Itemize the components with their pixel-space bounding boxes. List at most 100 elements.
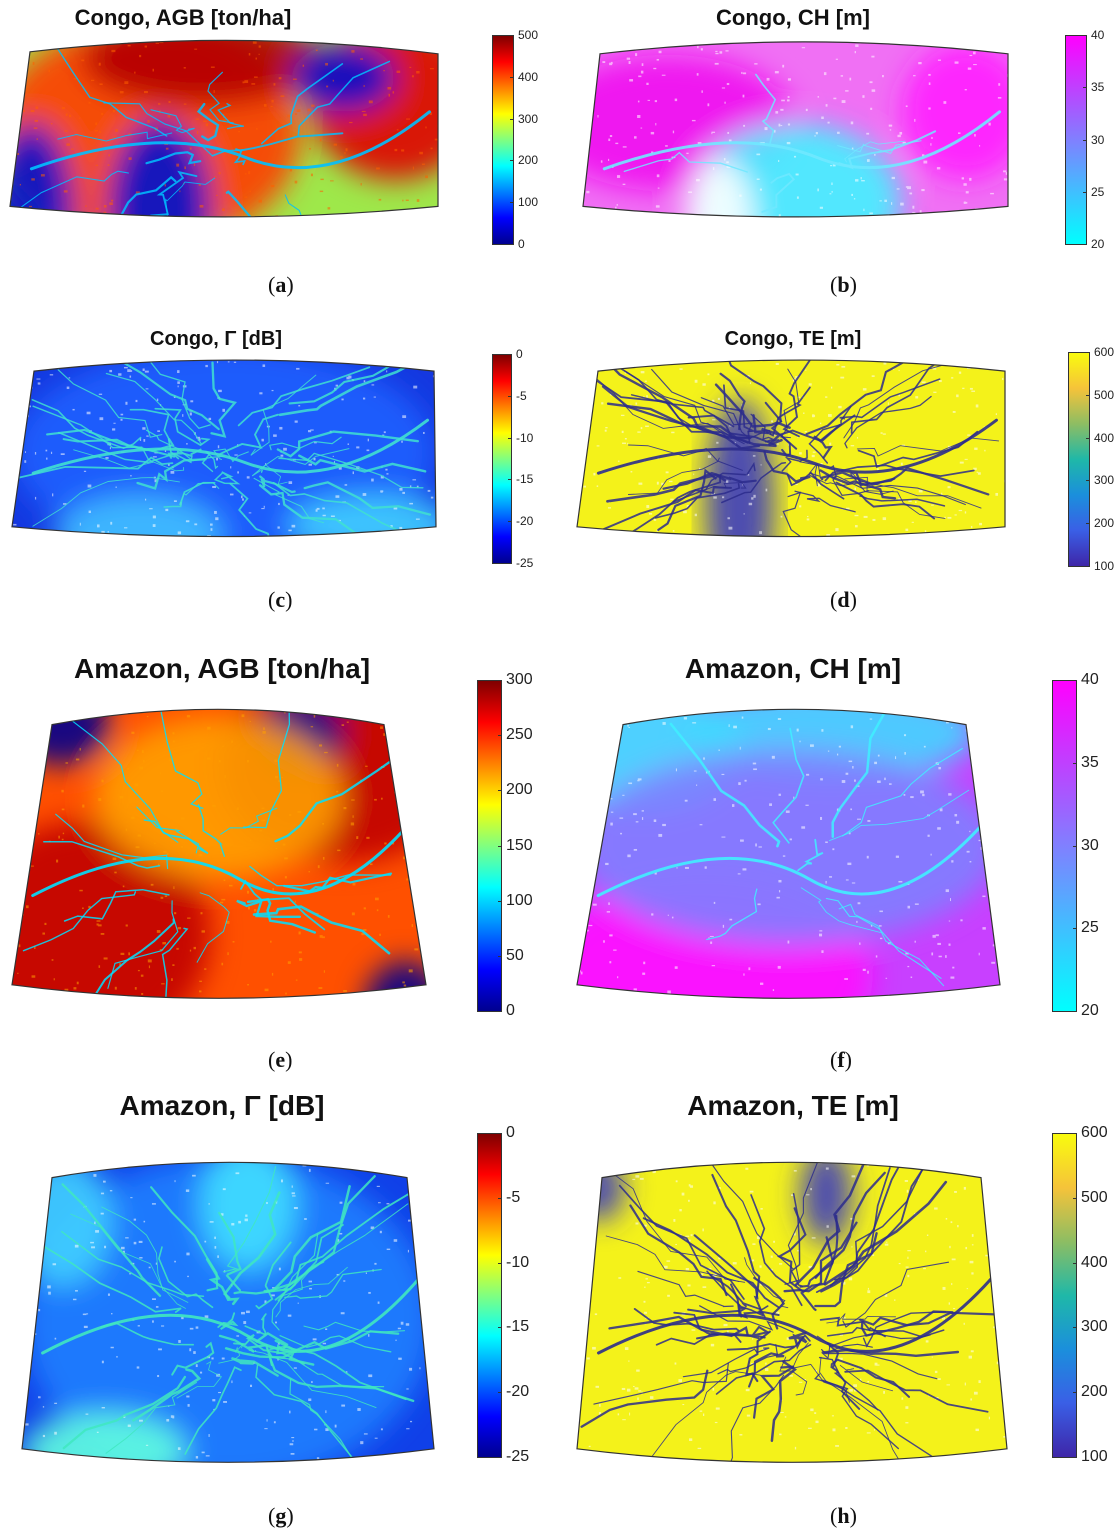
- colorbar-tickmark: [498, 845, 502, 847]
- colorbar-tick-label: 200: [518, 153, 539, 168]
- colorbar-tickmark: [508, 354, 512, 355]
- colorbar-tick-label: -10: [506, 1253, 530, 1271]
- colorbar-tick-label: 300: [518, 111, 539, 126]
- colorbar-tickmark: [1073, 845, 1077, 847]
- panel-title: Amazon, TE [m]: [687, 1090, 899, 1121]
- colorbar-tick-label: 100: [518, 195, 539, 210]
- colorbar: [1068, 352, 1090, 567]
- colorbar-tickmark: [1086, 566, 1090, 567]
- colorbar-tickmark: [1083, 87, 1087, 89]
- colorbar-tickmark: [498, 1197, 502, 1199]
- colorbar: [492, 35, 514, 245]
- colorbar-tickmark: [1086, 352, 1090, 353]
- colorbar-tick-label: 200: [506, 781, 533, 799]
- colorbar-tick-label: -5: [516, 388, 527, 403]
- colorbar-tickmark: [498, 955, 502, 957]
- colorbar-tickmark: [1086, 523, 1090, 525]
- colorbar-tickmark: [498, 1262, 502, 1264]
- colorbar-tick-label: -15: [506, 1318, 530, 1336]
- colorbar-tick-label: 500: [518, 28, 539, 42]
- colorbar-tickmark: [508, 563, 512, 564]
- colorbar-tickmark: [498, 1133, 502, 1134]
- colorbar-tickmark: [510, 244, 514, 245]
- panel-letter: (g): [268, 1503, 294, 1528]
- colorbar-tickmark: [498, 900, 502, 902]
- colorbar-tick-label: 400: [1081, 1253, 1108, 1271]
- colorbar-tickmark: [1083, 244, 1087, 245]
- panel-letter-text: a: [275, 272, 287, 297]
- panel-letter: (a): [268, 272, 294, 297]
- colorbar-tickmark: [510, 118, 514, 120]
- colorbar-tick-label: -20: [516, 514, 534, 529]
- colorbar-tick-label: 400: [518, 69, 539, 84]
- colorbar-tickmark: [510, 76, 514, 78]
- colorbar-tick-label: 400: [1094, 430, 1115, 445]
- colorbar-tickmark: [1073, 1197, 1077, 1199]
- colorbar-tickmark: [498, 1327, 502, 1329]
- colorbar-tick-label: 100: [1094, 559, 1115, 573]
- colorbar-tickmark: [1073, 1392, 1077, 1394]
- panel-title: Congo, Γ [dB]: [150, 328, 282, 350]
- panel-title: Congo, TE [m]: [724, 328, 862, 350]
- colorbar-tick-label: 25: [1081, 919, 1099, 937]
- colorbar-tickmark: [498, 680, 502, 681]
- colorbar-tickmark: [1083, 191, 1087, 193]
- colorbar-tick-label: -25: [506, 1448, 530, 1465]
- colorbar-tickmark: [1073, 1262, 1077, 1264]
- panel-letter-text: c: [275, 587, 286, 612]
- colorbar-tickmark: [498, 1011, 502, 1012]
- colorbar-tickmark: [1086, 437, 1090, 439]
- panel-letter: (d): [830, 587, 857, 612]
- colorbar-tick-label: 0: [506, 1002, 515, 1019]
- colorbar-tickmark: [508, 521, 512, 523]
- panel-title: Congo, AGB [ton/ha]: [74, 5, 292, 30]
- colorbar-tickmark: [1073, 1327, 1077, 1329]
- colorbar-tick-label: 150: [506, 836, 533, 854]
- colorbar-tickmark: [1073, 1133, 1077, 1134]
- colorbar-tick-label: 0: [506, 1124, 515, 1141]
- colorbar: [492, 354, 512, 564]
- colorbar-tick-label: -5: [506, 1188, 521, 1206]
- colorbar-tickmark: [508, 479, 512, 481]
- panel-letter-text: f: [837, 1047, 845, 1072]
- colorbar-tickmark: [1073, 1011, 1077, 1012]
- colorbar-tick-label: 250: [506, 726, 533, 744]
- panel-letter: (e): [268, 1047, 293, 1072]
- colorbar-tick-label: 0: [516, 347, 523, 361]
- colorbar-tick-label: 30: [1091, 132, 1105, 147]
- colorbar-tickmark: [510, 35, 514, 36]
- panel-letter-text: e: [275, 1047, 286, 1072]
- colorbar-tick-label: 40: [1081, 671, 1099, 688]
- panel-title: Amazon, CH [m]: [684, 653, 902, 684]
- colorbar-tickmark: [510, 202, 514, 204]
- panel-letter: (b): [830, 272, 857, 297]
- panel-letter: (c): [268, 587, 293, 612]
- colorbar-tick-label: -20: [506, 1383, 530, 1401]
- colorbar: [477, 1133, 502, 1458]
- colorbar-tick-label: 30: [1081, 836, 1099, 854]
- colorbar-tickmark: [1073, 1457, 1077, 1458]
- colorbar-tick-label: 50: [506, 946, 524, 964]
- panel-letter-text: d: [837, 587, 850, 612]
- colorbar-tick-label: 20: [1081, 1002, 1099, 1019]
- colorbar-tickmark: [498, 790, 502, 792]
- colorbar-tick-label: -15: [516, 472, 534, 487]
- colorbar-tickmark: [510, 160, 514, 162]
- panel-title: Congo, CH [m]: [716, 5, 870, 30]
- colorbar-tick-label: 500: [1094, 387, 1115, 402]
- colorbar: [1052, 680, 1077, 1012]
- colorbar-tick-label: -25: [516, 556, 534, 570]
- colorbar-tick-label: 300: [1081, 1318, 1108, 1336]
- colorbar-tick-label: 20: [1091, 237, 1105, 251]
- colorbar: [1052, 1133, 1077, 1458]
- colorbar-tick-label: 500: [1081, 1188, 1108, 1206]
- colorbar-tickmark: [498, 735, 502, 737]
